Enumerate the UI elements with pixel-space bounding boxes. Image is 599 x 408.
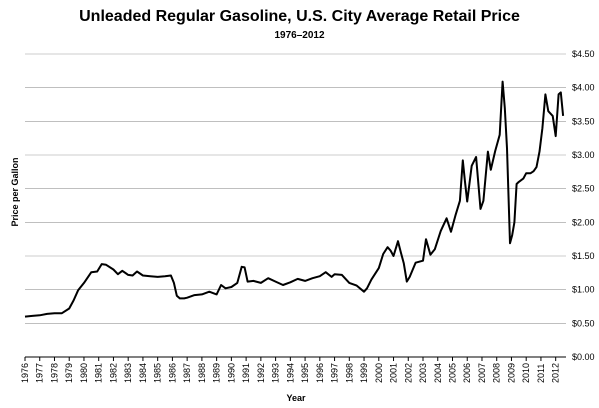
x-tick-label: 1980 <box>79 363 89 383</box>
x-tick-label: 2007 <box>477 363 487 383</box>
x-tick-label: 1985 <box>153 363 163 383</box>
y-axis-label: Price per Gallon <box>10 157 20 226</box>
x-tick-label: 2002 <box>403 363 413 383</box>
x-tick-label: 2003 <box>418 363 428 383</box>
y-tick-label: $2.00 <box>572 217 595 227</box>
x-tick-label: 2005 <box>447 363 457 383</box>
x-tick-label: 1981 <box>94 363 104 383</box>
y-tick-label: $1.50 <box>572 251 595 261</box>
y-tick-label: $3.00 <box>572 150 595 160</box>
x-tick-label: 2000 <box>374 363 384 383</box>
x-tick-label: 1997 <box>330 363 340 383</box>
y-tick-label: $4.00 <box>572 83 595 93</box>
x-tick-label: 1988 <box>197 363 207 383</box>
x-tick-label: 1977 <box>35 363 45 383</box>
x-tick-label: 1986 <box>167 363 177 383</box>
x-tick-label: 1989 <box>212 363 222 383</box>
x-tick-label: 1979 <box>64 363 74 383</box>
series-line-price <box>24 80 565 318</box>
y-axis-ticks: $0.00 $0.50 $1.00 $1.50 $2.00 $2.50 $3.00 $3.50… <box>572 49 595 362</box>
chart-subtitle: 1976–2012 <box>274 30 325 41</box>
x-tick-label: 1999 <box>359 363 369 383</box>
y-tick-label: $1.00 <box>572 285 595 295</box>
x-tick-label: 1976 <box>20 363 30 383</box>
x-tick-label: 1993 <box>271 363 281 383</box>
y-tick-label: $0.50 <box>572 318 595 328</box>
x-tick-label: 1983 <box>123 363 133 383</box>
x-tick-label: 2011 <box>536 364 546 383</box>
gridlines <box>25 53 566 358</box>
y-tick-label: $2.50 <box>572 184 595 194</box>
x-tick-label: 1998 <box>344 363 354 383</box>
x-tick-label: 1987 <box>182 363 192 383</box>
y-tick-label: $3.50 <box>572 116 595 126</box>
x-tick-label: 1990 <box>226 363 236 383</box>
x-tick-label: 2010 <box>521 363 531 383</box>
x-tick-label: 1982 <box>108 363 118 383</box>
y-tick-label: $0.00 <box>572 352 595 362</box>
x-axis-ticks: 1976 1977 1978 1979 1980 1981 1982 1983 1984 1985… <box>20 357 561 383</box>
x-tick-label: 1995 <box>300 363 310 383</box>
y-tick-label: $4.50 <box>572 49 595 59</box>
x-tick-label: 1992 <box>256 363 266 383</box>
x-tick-label: 2008 <box>492 363 502 383</box>
x-tick-label: 2012 <box>551 363 561 383</box>
x-tick-label: 1978 <box>49 363 59 383</box>
x-tick-label: 1994 <box>285 363 295 383</box>
x-axis-label: Year <box>286 393 306 403</box>
x-tick-label: 1984 <box>138 363 148 383</box>
chart-title: Unleaded Regular Gasoline, U.S. City Ave… <box>79 8 520 25</box>
x-tick-label: 1991 <box>241 363 251 383</box>
x-tick-label: 2009 <box>506 363 516 383</box>
x-tick-label: 2006 <box>462 363 472 383</box>
x-tick-label: 1996 <box>315 363 325 383</box>
x-tick-label: 2001 <box>389 363 399 383</box>
x-tick-label: 2004 <box>433 363 443 383</box>
